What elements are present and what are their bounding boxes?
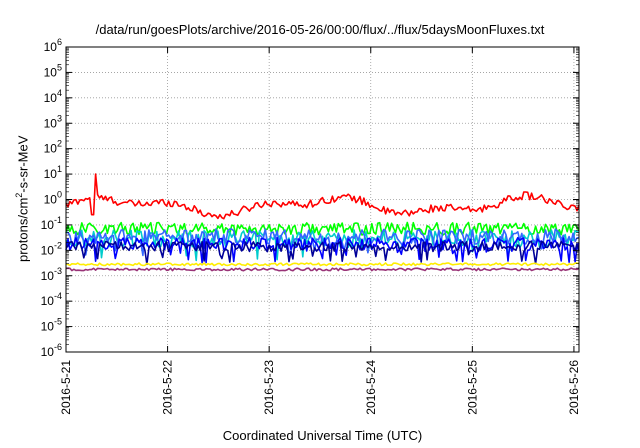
y-tick-label: 10-6 [41,342,62,359]
y-tick-label: 101 [44,164,62,181]
x-axis-title: Coordinated Universal Time (UTC) [222,428,423,443]
series-line [65,173,580,220]
series-line [65,240,580,266]
y-tick-label: 103 [44,113,62,130]
y-tick-label: 102 [44,139,62,156]
y-tick-label: 10-3 [41,266,62,283]
series-line [65,221,580,236]
x-tick-label: 2016-5-26 [567,360,581,415]
y-axis-title: protons/cm2-s-sr-MeV [14,136,30,262]
y-tick-label: 10-2 [41,240,62,257]
y-axis-title-main: protons/cm [15,197,31,262]
y-tick-label: 10-1 [41,215,62,232]
y-tick-label: 100 [44,190,62,207]
chart-title: /data/run/goesPlots/archive/2016-05-26/0… [95,22,545,37]
y-tick-label: 10-5 [41,317,62,334]
x-tick-label: 2016-5-24 [364,360,378,415]
series-line [65,229,580,262]
y-tick-label: 104 [44,88,62,105]
series-line [65,262,580,267]
x-tick-label: 2016-5-23 [262,360,276,415]
series-line [65,267,580,272]
y-axis-title-exp: 2 [14,192,24,198]
y-axis-title-tail: -s-sr-MeV [15,135,31,193]
y-tick-label: 106 [44,37,62,54]
x-tick-label: 2016-5-25 [465,360,479,415]
x-tick-label: 2016-5-22 [161,360,175,415]
x-axis-ticks: 2016-5-21 2016-5-22 2016-5-23 2016-5-24 2016… [59,47,581,415]
series-lines [65,173,580,272]
y-tick-label: 105 [44,62,62,79]
x-tick-label: 2016-5-21 [59,360,73,415]
y-axis-ticks: 106 105 104 103 102 101 100 10-1 10-2 10-3 10-4 10-… [41,37,579,359]
y-tick-label: 10-4 [41,291,62,308]
